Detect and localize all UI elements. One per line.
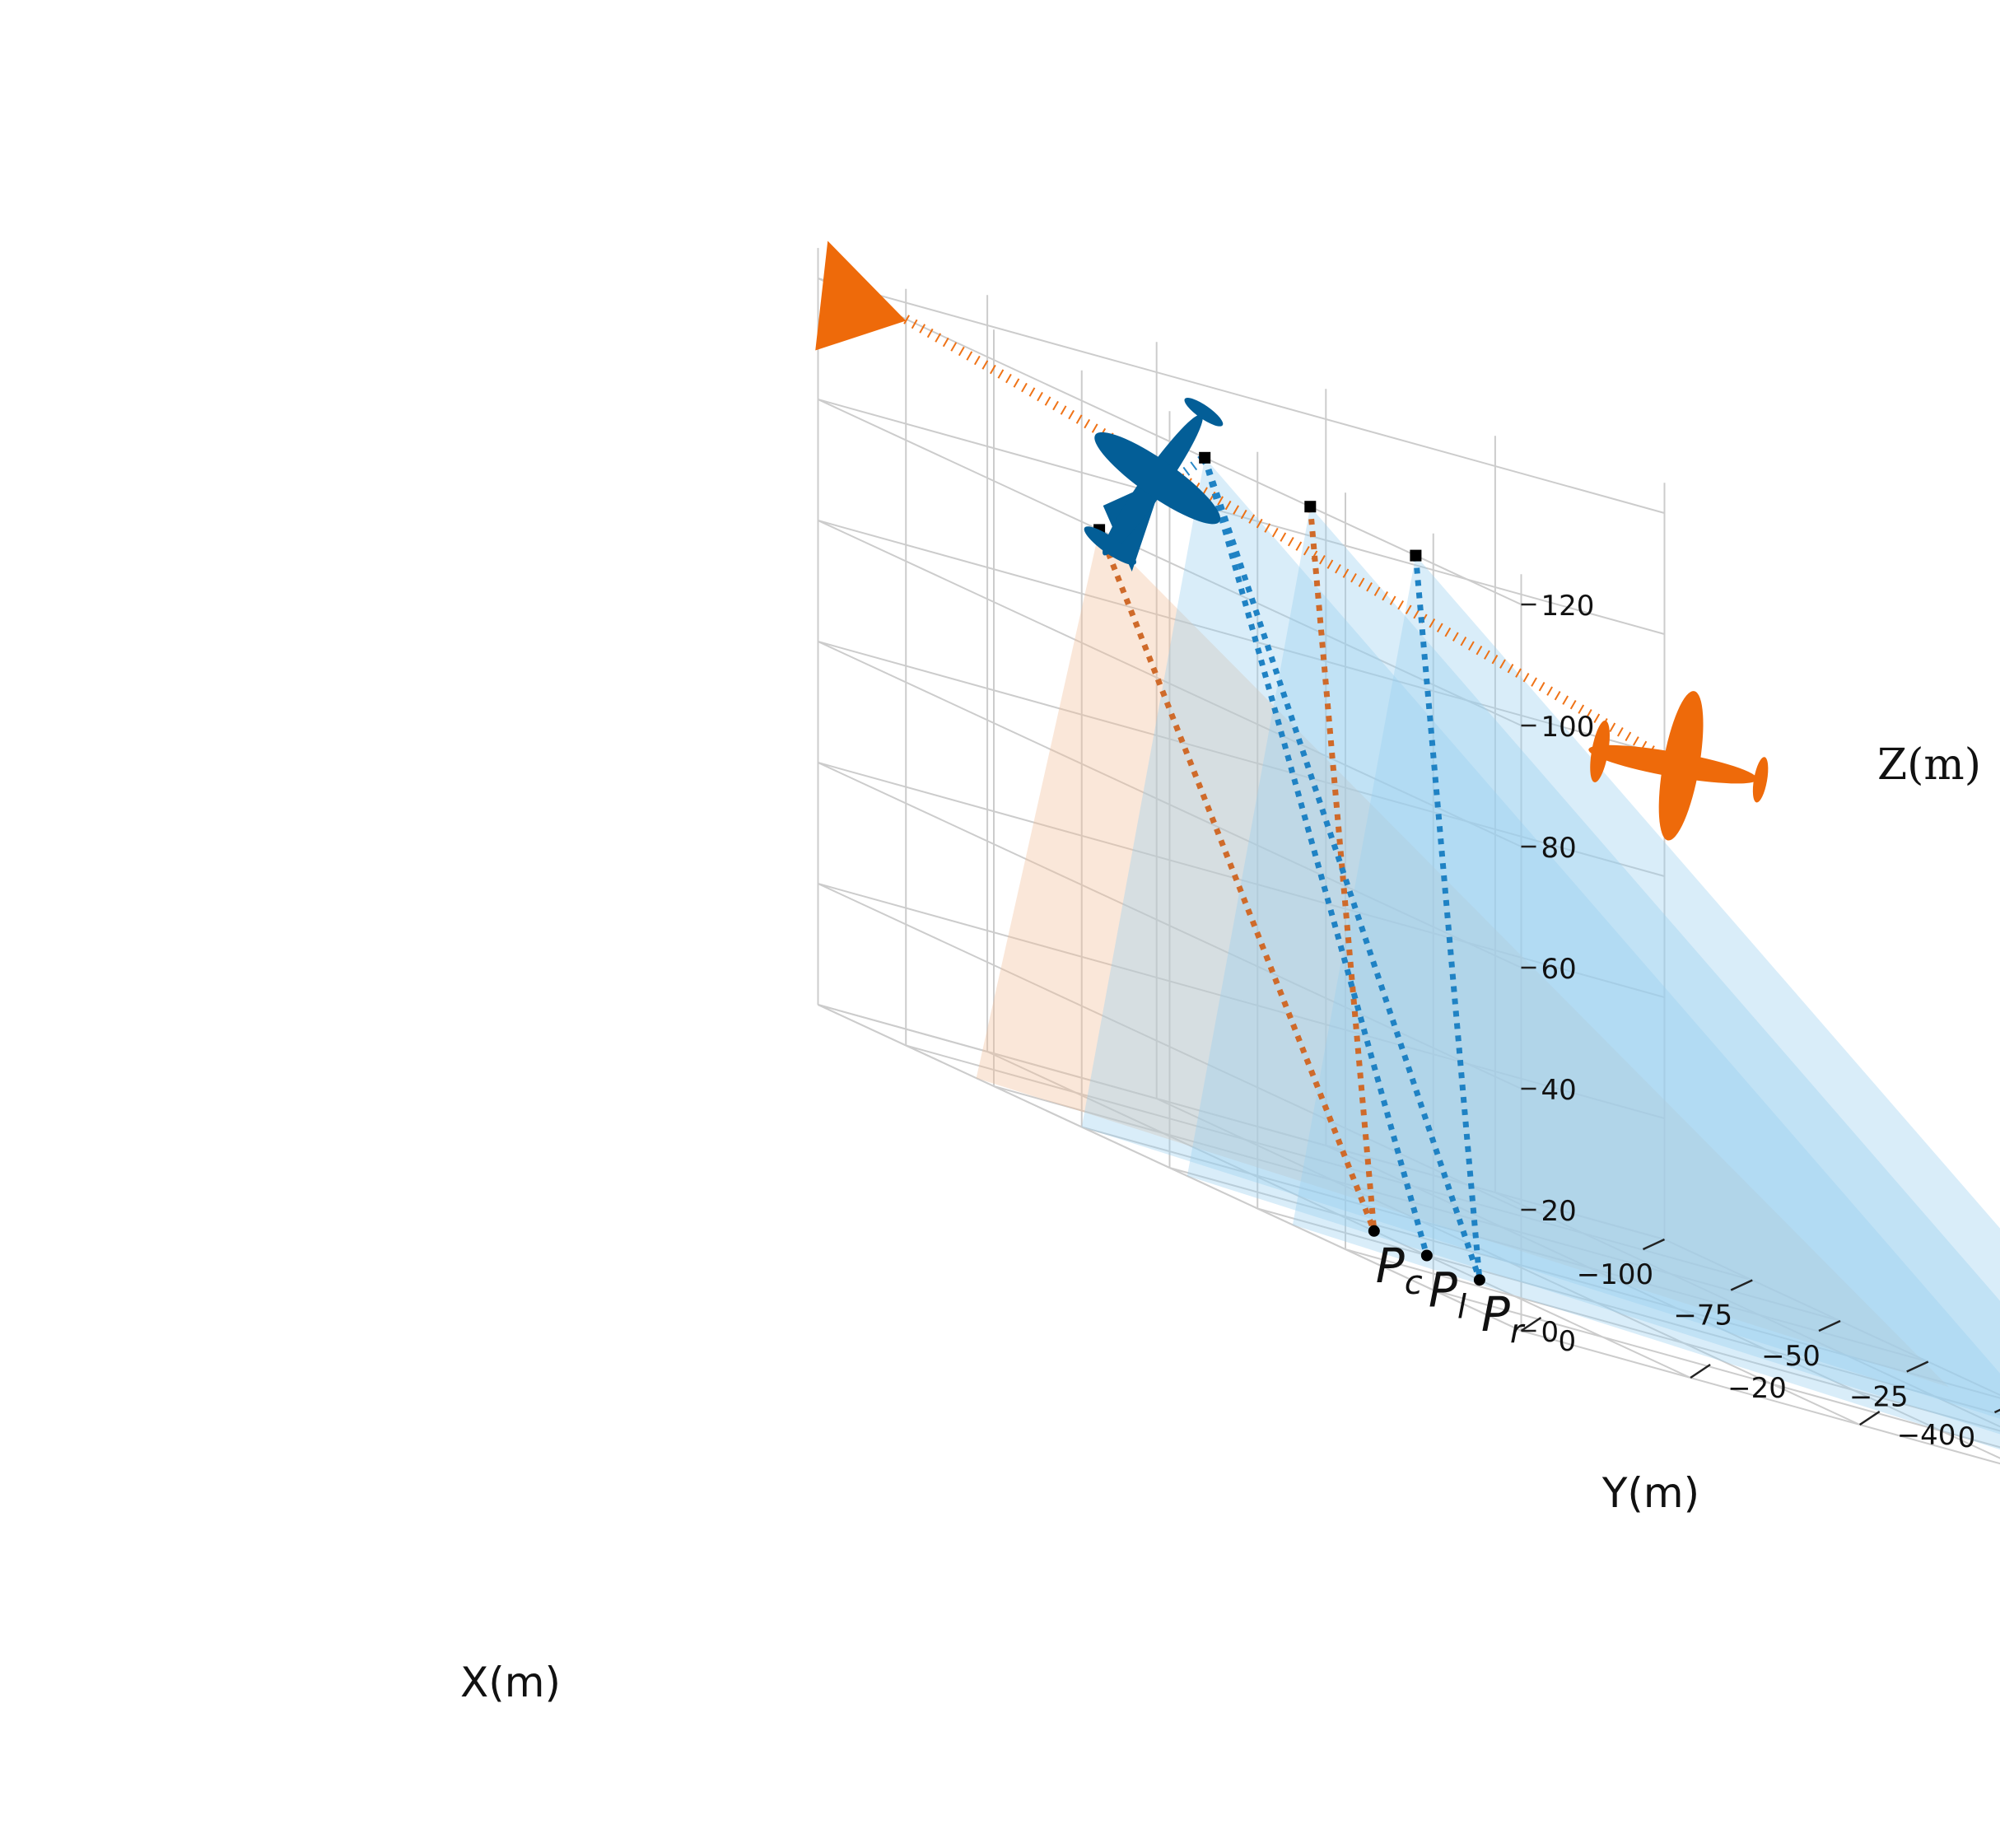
z-tick-label: 40 xyxy=(1541,1074,1577,1107)
gridline xyxy=(818,883,1665,1119)
gridline xyxy=(1256,1207,2000,1416)
gridline xyxy=(1169,1167,2000,1399)
gridline xyxy=(818,762,1522,1090)
gridline xyxy=(818,883,1522,1211)
z-tick-label: 100 xyxy=(1541,711,1595,744)
gridline xyxy=(1156,1098,1861,1426)
x-tick xyxy=(1730,1279,1753,1291)
gridline xyxy=(1325,1145,2000,1459)
z-axis-label: Z(m) xyxy=(1877,740,1981,790)
gridline xyxy=(1664,1239,2000,1397)
blue-sight-line xyxy=(1412,555,1483,1281)
y-tick-label: 0 xyxy=(1559,1325,1577,1358)
x-tick xyxy=(1818,1319,1841,1332)
x-tick-label: −50 xyxy=(1761,1340,1821,1373)
orange-trajectory xyxy=(903,315,1694,777)
tick-layer: −100−75−50−2502550751000−20−40−60−80−100… xyxy=(1520,590,2000,1454)
z-tick-label: 120 xyxy=(1541,590,1595,623)
y-tick xyxy=(1690,1363,1711,1379)
ground-point-subscript: l xyxy=(1457,1289,1466,1327)
gridline xyxy=(1494,1192,2000,1428)
z-tick-label: 20 xyxy=(1541,1195,1577,1228)
orange-aircraft-icon xyxy=(1588,691,1769,841)
gridline xyxy=(1081,1126,1929,1363)
y-tick-label: −40 xyxy=(1897,1419,1956,1452)
gridline xyxy=(993,1085,1841,1322)
gridline xyxy=(818,641,1522,968)
aircraft-wing xyxy=(1658,691,1704,841)
waypoint-marker xyxy=(1410,549,1422,562)
z-tick-label: 0 xyxy=(1541,1316,1559,1349)
grid-layer xyxy=(817,248,2000,1465)
coverage-triangle xyxy=(1081,457,2000,1419)
x-tick xyxy=(1993,1408,2000,1414)
gridline xyxy=(818,399,1665,635)
start-triangle xyxy=(815,240,907,351)
ground-point xyxy=(1420,1249,1433,1262)
waypoint-marker xyxy=(1199,451,1211,464)
x-tick-label: −100 xyxy=(1577,1258,1653,1291)
gridline xyxy=(818,278,1522,605)
y-axis-label: Y(m) xyxy=(1601,1469,1699,1517)
ground-point xyxy=(1473,1274,1485,1286)
y-tick xyxy=(1520,1316,1542,1332)
marker-layer: Pc Pl Pr xyxy=(815,240,1769,1351)
gridline xyxy=(818,762,1665,998)
gridline xyxy=(1433,1289,2000,1449)
x-axis-label: X(m) xyxy=(460,1659,561,1706)
gridline xyxy=(818,1004,1665,1240)
gridline xyxy=(818,1004,1522,1332)
gridline xyxy=(818,520,1665,756)
z-tick-label: 80 xyxy=(1541,832,1577,865)
x-tick-label: 0 xyxy=(1958,1421,1976,1454)
sight-line-layer xyxy=(1096,456,1483,1281)
y-tick xyxy=(1859,1410,1881,1426)
blue-sight-line xyxy=(1201,456,1483,1281)
x-tick xyxy=(1906,1360,1929,1373)
ground-point xyxy=(1368,1225,1380,1237)
label-layer: X(m) Y(m) Z(m) xyxy=(460,740,1981,1706)
gridline xyxy=(818,641,1665,877)
aircraft-tail xyxy=(1590,721,1610,782)
blue-aircraft-icon xyxy=(1084,397,1224,565)
orange-sight-line xyxy=(1096,529,1378,1233)
ground-point-subscript: c xyxy=(1405,1264,1423,1302)
aircraft-propeller xyxy=(1752,757,1769,803)
blue-sight-line xyxy=(1201,456,1430,1257)
x-tick-label: −75 xyxy=(1673,1300,1732,1332)
waypoint-marker xyxy=(1304,501,1317,513)
gridline xyxy=(818,520,1522,847)
aircraft-propeller xyxy=(1184,397,1224,427)
gridline xyxy=(986,1051,1691,1379)
x-tick xyxy=(1642,1238,1666,1251)
y-tick-label: −20 xyxy=(1727,1372,1787,1405)
aircraft-tail xyxy=(1084,526,1136,565)
gridline xyxy=(1345,1248,2000,1432)
z-tick-label: 60 xyxy=(1541,953,1577,986)
coverage-triangle xyxy=(976,530,1950,1388)
coverage-triangle xyxy=(1186,506,2000,1435)
gridline xyxy=(905,1044,1753,1281)
gridline xyxy=(818,278,1665,514)
footprint-layer xyxy=(976,457,2000,1450)
coverage-triangle xyxy=(1292,555,2000,1450)
ground-point-subscript: r xyxy=(1510,1313,1526,1351)
gridline xyxy=(1521,1330,2000,1465)
gridline xyxy=(818,399,1522,726)
x-tick-label: −25 xyxy=(1849,1381,1909,1414)
aircraft-wing xyxy=(1094,432,1221,525)
